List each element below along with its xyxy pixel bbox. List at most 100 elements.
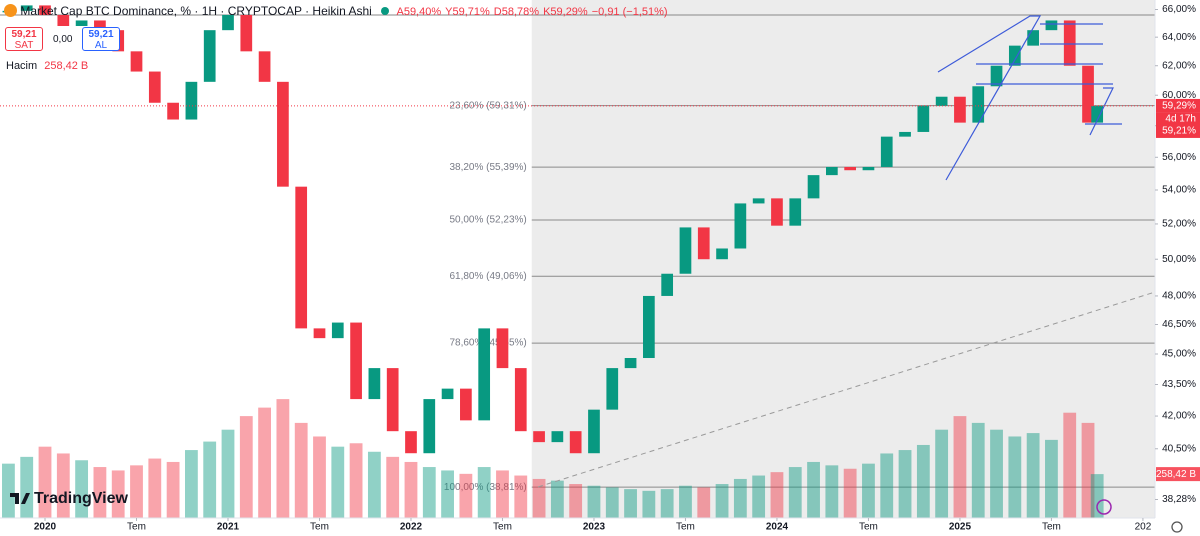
volume-bar: [843, 468, 857, 518]
fib-label: 50,00% (52,23%): [449, 215, 526, 226]
volume-bar: [331, 446, 345, 518]
volume-bar: [679, 485, 692, 518]
candle-body: [569, 431, 582, 454]
volume-bar: [697, 487, 711, 518]
candle-body: [222, 14, 234, 31]
symbol-title: Market Cap BTC Dominance, % · 1H · CRYPT…: [20, 4, 372, 18]
volume-bar: [916, 444, 930, 518]
candle-body: [368, 368, 381, 400]
fib-label: 23,60% (59,31%): [449, 100, 526, 111]
y-tick-label: 42,00%: [1162, 411, 1196, 422]
bid-tag: [1156, 123, 1200, 138]
volume-bar: [441, 470, 454, 518]
volume-bar: [496, 470, 509, 518]
price-axis: [1155, 0, 1200, 536]
candle-body: [588, 409, 600, 454]
volume-bar: [422, 467, 436, 518]
header: Market Cap BTC Dominance, % · 1H · CRYPT…: [4, 4, 672, 18]
x-tick-label: 2025: [949, 522, 972, 533]
y-tick-label: 38,28%: [1162, 494, 1196, 505]
shaded-area: [531, 0, 1155, 518]
volume-bar: [1008, 436, 1022, 518]
volume-tag: [1156, 467, 1200, 482]
volume-bar: [477, 467, 491, 518]
volume-bar: [788, 467, 802, 518]
candle-body: [880, 136, 893, 167]
candle-body: [350, 322, 362, 400]
volume-bar: [752, 475, 766, 518]
volume-bar: [1026, 433, 1040, 518]
wedge-drawing: [1089, 87, 1114, 136]
candle-body: [331, 322, 344, 339]
candle-body: [94, 20, 106, 31]
volume-bar: [203, 441, 217, 518]
candle-body: [972, 86, 985, 123]
candle-body: [935, 96, 948, 106]
candle-body: [20, 5, 33, 11]
candle-body: [990, 65, 1003, 87]
volume-bar: [459, 473, 473, 518]
volume-bar: [569, 484, 583, 518]
volume-bar: [587, 485, 601, 518]
candle-body: [496, 328, 509, 369]
x-tick-label: 2023: [583, 522, 606, 533]
sell-price: 59,21: [11, 29, 37, 40]
x-tick-label: 2021: [217, 522, 240, 533]
volume-bar: [971, 422, 985, 518]
candles: [2, 5, 1104, 454]
volume-bar: [990, 429, 1003, 518]
volume-bar: [404, 461, 418, 518]
y-tick-label: 60,00%: [1162, 90, 1196, 101]
sell-button[interactable]: 59,21 SAT: [5, 27, 43, 51]
volume-bar: [276, 399, 290, 518]
fib-label: 38,20% (55,39%): [449, 162, 526, 173]
candle-body: [441, 388, 454, 400]
volume-bar: [239, 416, 253, 518]
candle-body: [313, 328, 326, 339]
volume-bar: [349, 443, 363, 518]
drawings: [937, 15, 1122, 181]
volume-bar: [770, 472, 784, 518]
alert-icon[interactable]: [1096, 499, 1112, 515]
candle-body: [148, 71, 161, 103]
volume: [2, 399, 1104, 518]
volume-bar: [148, 458, 162, 518]
candle-body: [807, 175, 820, 199]
countdown-tag: [1156, 112, 1200, 125]
ohlc-value: Y59,71%: [445, 6, 490, 18]
candle-body: [405, 431, 417, 454]
candle-body: [240, 14, 253, 52]
x-tick-label: Tem: [859, 522, 878, 533]
status-dot: [381, 7, 390, 15]
y-tick-label: 46,50%: [1162, 319, 1196, 330]
volume-bar: [660, 489, 674, 518]
candle-body: [551, 431, 564, 443]
candle-body: [862, 166, 875, 171]
volume-bar: [56, 453, 70, 518]
volume-bar: [93, 467, 107, 518]
fib-label: 61,80% (49,06%): [449, 271, 526, 282]
candle-body: [606, 368, 619, 410]
candle-body: [789, 198, 802, 226]
spread: 0,00: [53, 34, 73, 45]
volume-bar: [184, 450, 198, 518]
buy-price: 59,21: [88, 29, 114, 40]
y-tick-label: 43,50%: [1162, 379, 1196, 390]
candle-body: [679, 227, 692, 274]
volume-bar: [221, 429, 235, 518]
last-price-label: 59,29%: [1162, 101, 1196, 112]
x-tick-label: Tem: [676, 522, 695, 533]
candle-body: [661, 273, 674, 296]
candle-body: [460, 388, 472, 421]
candle-body: [734, 203, 747, 249]
volume-bar: [20, 456, 34, 518]
volume-bar: [1063, 412, 1077, 518]
volume-bar: [880, 453, 894, 518]
buy-button[interactable]: 59,21 AL: [82, 27, 120, 51]
symbol-icon: [4, 4, 17, 17]
settings-icon[interactable]: [1171, 521, 1183, 533]
volume-value: 258,42 B: [44, 60, 89, 72]
candle-body: [1091, 105, 1104, 123]
x-tick-label: 202: [1135, 522, 1152, 533]
